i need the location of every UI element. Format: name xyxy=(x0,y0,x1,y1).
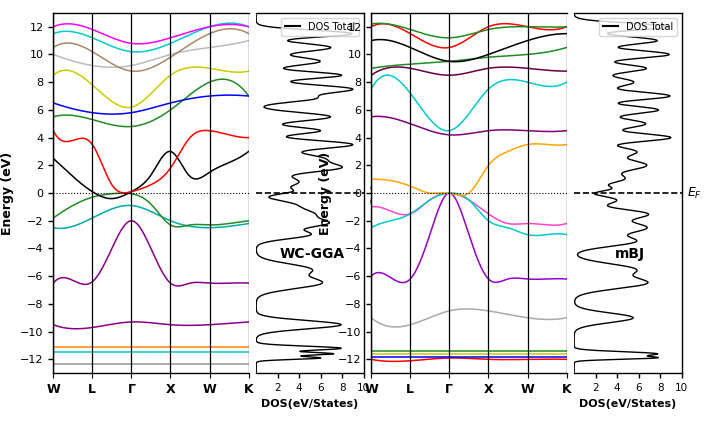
X-axis label: DOS(eV/States): DOS(eV/States) xyxy=(579,399,677,408)
Legend: DOS Total: DOS Total xyxy=(599,18,677,36)
Text: $E_F$
$_F$: $E_F$ $_F$ xyxy=(369,179,383,207)
Legend: DOS Total: DOS Total xyxy=(281,18,359,36)
X-axis label: DOS(eV/States): DOS(eV/States) xyxy=(261,399,359,408)
Y-axis label: Energy (eV): Energy (eV) xyxy=(1,151,14,235)
Text: mBJ: mBJ xyxy=(615,247,645,261)
Y-axis label: Energy (eV): Energy (eV) xyxy=(320,151,332,235)
Text: $E_F$: $E_F$ xyxy=(687,185,702,201)
Text: WC-GGA: WC-GGA xyxy=(280,247,344,261)
